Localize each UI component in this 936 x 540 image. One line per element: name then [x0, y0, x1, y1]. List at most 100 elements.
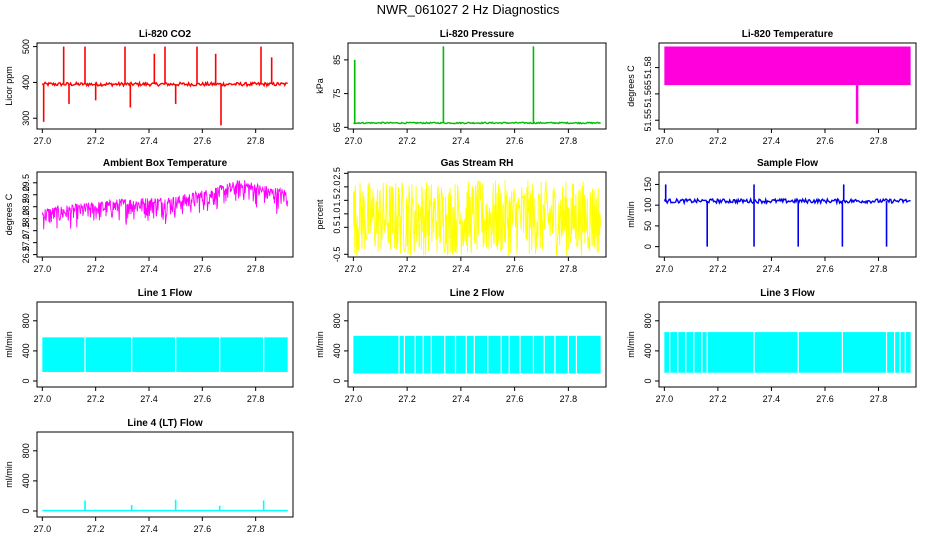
chart-temperature: Li-820 Temperature degrees C 27.0 27.2 27.4 2…	[626, 29, 917, 146]
y-tick-label: 2.5	[332, 167, 342, 180]
y-tick-label: 26.5	[21, 246, 31, 264]
chart-ambient: Ambient Box Temperature degrees C 27.0 27.2…	[4, 158, 294, 274]
series-line	[663, 196, 911, 206]
series-data	[664, 46, 911, 124]
x-tick-label: 27.0	[345, 136, 363, 146]
x-tick-label: 27.4	[140, 524, 158, 534]
chart-title: Line 3 Flow	[760, 288, 815, 299]
x-tick-label: 27.2	[709, 264, 727, 274]
value-band	[353, 335, 601, 374]
y-axis-label: ml/min	[4, 461, 14, 488]
x-tick-label: 27.6	[194, 524, 212, 534]
y-axis-label: ml/min	[315, 331, 325, 358]
series-line	[352, 180, 602, 256]
chart-co2: Li-820 CO2 Licor ppm 27.0 27.2 27.4 27.6 27.8 3…	[4, 29, 294, 146]
x-tick-label: 27.6	[194, 264, 212, 274]
y-tick-label: 1.5	[332, 194, 342, 207]
x-tick-label: 27.6	[816, 394, 834, 404]
chart-title: Line 1 Flow	[138, 288, 193, 299]
y-tick-label: 50	[643, 221, 653, 231]
plot-frame	[36, 301, 294, 388]
x-tick-label: 27.2	[398, 136, 416, 146]
x-tick-label: 27.0	[34, 394, 52, 404]
x-tick-label: 27.4	[452, 136, 470, 146]
series-data	[664, 332, 911, 373]
y-tick-label: 51.58	[643, 56, 653, 79]
x-tick-label: 27.8	[247, 394, 265, 404]
y-tick-label: 51.565	[643, 80, 653, 108]
y-tick-label: 51.55	[643, 109, 653, 132]
chart-rh: Gas Stream RH percent 27.0 27.2 27.4 27.6 27.8…	[315, 158, 607, 274]
y-axis-label: ml/min	[626, 331, 636, 358]
x-tick-label: 27.2	[87, 394, 105, 404]
x-tick-label: 27.6	[194, 394, 212, 404]
y-tick-label: 0	[332, 378, 342, 383]
plot-frame	[36, 171, 294, 258]
y-tick-label: 27.0	[21, 234, 31, 252]
x-tick-label: 27.0	[656, 136, 674, 146]
y-tick-label: -0.5	[332, 247, 342, 263]
y-tick-label: 800	[332, 313, 342, 328]
series-data	[41, 180, 289, 230]
x-tick-label: 27.6	[506, 136, 524, 146]
chart-title: Ambient Box Temperature	[103, 158, 228, 169]
chart-title: Li-820 CO2	[139, 29, 192, 40]
y-axis-label: degrees C	[4, 193, 14, 235]
series-line	[41, 180, 289, 230]
y-tick-label: 0.5	[332, 221, 342, 234]
figure-title: NWR_061027 2 Hz Diagnostics	[376, 2, 560, 17]
chart-pressure: Li-820 Pressure kPa 27.0 27.2 27.4 27.6 27.8 65…	[315, 29, 607, 146]
y-axis-label: ml/min	[626, 201, 636, 228]
x-tick-label: 27.2	[398, 264, 416, 274]
y-axis-label: degrees C	[626, 65, 636, 107]
y-tick-label: 2.0	[332, 181, 342, 194]
x-tick-label: 27.8	[870, 264, 888, 274]
y-tick-label: 300	[21, 111, 31, 126]
y-tick-label: 29.0	[21, 186, 31, 204]
y-tick-label: 29.5	[21, 174, 31, 192]
y-tick-label: 400	[643, 343, 653, 358]
x-tick-label: 27.2	[87, 136, 105, 146]
y-tick-label: 75	[332, 89, 342, 99]
x-tick-label: 27.4	[140, 136, 158, 146]
x-tick-label: 27.8	[870, 136, 888, 146]
x-tick-label: 27.4	[452, 394, 470, 404]
x-tick-label: 27.8	[247, 524, 265, 534]
chart-title: Line 4 (LT) Flow	[127, 418, 203, 429]
x-tick-label: 27.8	[870, 394, 888, 404]
plot-frame	[658, 171, 917, 258]
x-tick-label: 27.0	[34, 264, 52, 274]
y-tick-label: 27.5	[21, 222, 31, 240]
chart-line4: Line 4 (LT) Flow ml/min 27.0 27.2 27.4 27.6 27…	[4, 418, 294, 534]
x-tick-label: 27.4	[452, 264, 470, 274]
series-data	[41, 46, 288, 126]
chart-sample: Sample Flow ml/min 27.0 27.2 27.4 27.6 27.8 0 50…	[626, 158, 917, 274]
y-axis-label: Licor ppm	[4, 66, 14, 106]
x-tick-label: 27.8	[560, 136, 578, 146]
x-tick-label: 27.2	[87, 264, 105, 274]
chart-title: Sample Flow	[757, 158, 818, 169]
value-band	[664, 332, 911, 373]
x-tick-label: 27.0	[34, 524, 52, 534]
series-data	[42, 337, 288, 372]
y-tick-label: 500	[21, 39, 31, 54]
y-tick-label: 1.0	[332, 208, 342, 221]
chart-title: Li-820 Pressure	[440, 29, 515, 40]
x-tick-label: 27.8	[247, 264, 265, 274]
y-tick-label: 0	[21, 378, 31, 383]
plot-frame	[347, 42, 607, 130]
y-tick-label: 0	[21, 508, 31, 513]
series-data	[42, 499, 288, 512]
x-tick-label: 27.2	[398, 394, 416, 404]
series-data	[353, 335, 601, 374]
y-axis-label: kPa	[315, 78, 325, 94]
x-tick-label: 27.0	[345, 394, 363, 404]
x-tick-label: 27.6	[816, 264, 834, 274]
y-tick-label: 800	[643, 313, 653, 328]
y-tick-label: 150	[643, 177, 653, 192]
x-tick-label: 27.6	[816, 136, 834, 146]
x-tick-label: 27.2	[709, 394, 727, 404]
x-tick-label: 27.0	[345, 264, 363, 274]
x-tick-label: 27.2	[87, 524, 105, 534]
